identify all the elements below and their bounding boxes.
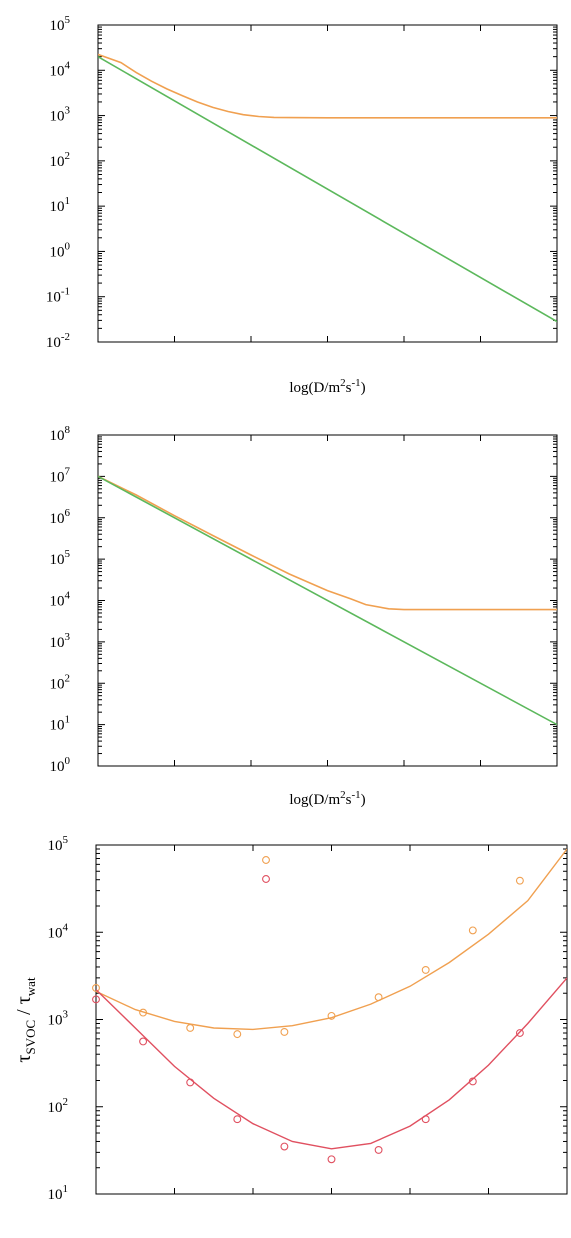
y-tick-label: 103 [48,1009,69,1029]
data-point [139,1037,148,1046]
y-axis-label: τSVOC / τwat [13,977,38,1063]
fit-curve-1 [96,977,567,1150]
legend-marker [262,856,270,864]
chart-c: 101 102 103 104 105 τSVOC / τwat [0,810,571,1238]
data-point [327,1011,336,1020]
series-line-water [98,56,557,323]
y-tick-label: 105 [50,14,71,34]
y-tick-label: 101 [50,714,71,734]
plot-frame [97,24,558,343]
chart-b: 100 101 102 103 104 105 106 107 108 log(D/m2s-1) [0,410,571,810]
data-point [92,995,100,1004]
y-tick-label: 101 [50,195,71,215]
data-point [92,983,100,992]
y-tick-label: 105 [48,834,69,854]
x-axis-label: log(D/m2s-1) [289,789,365,808]
data-point [468,926,477,935]
y-tick-label: 102 [50,672,71,692]
y-tick-label: 102 [48,1096,69,1116]
data-point [421,1115,430,1124]
y-tick-label: 104 [48,921,69,941]
chart-c-svg: 101 102 103 104 105 τSVOC / τwat [13,834,568,1203]
data-point [468,1077,477,1086]
data-point [280,1142,289,1151]
y-tick-label: 10-2 [46,331,70,351]
series-line-svoc [98,53,557,119]
y-tick-label: 103 [50,631,71,651]
legend-marker [262,875,270,883]
data-point [515,876,524,885]
data-point [515,1029,524,1037]
y-tick-label: 103 [50,105,71,125]
y-tick-label: 105 [50,548,71,568]
chart-a: 10-2 10-1 100 101 102 103 104 105 log(D/m2s-1) [0,0,571,410]
y-tick-label: 101 [48,1183,69,1203]
y-tick-label: 102 [50,150,71,170]
data-point [327,1155,336,1164]
fit-curve-0 [96,848,567,1031]
series-line-svoc [98,475,557,611]
data-point [233,1115,242,1124]
y-tick-label: 104 [50,59,71,79]
y-tick-label: 108 [50,424,71,444]
data-point [233,1030,242,1039]
data-point [280,1027,289,1036]
y-tick-label: 104 [50,590,71,610]
y-tick-label: 106 [50,507,71,527]
data-point [139,1008,148,1017]
x-axis-label: log(D/m2s-1) [289,377,365,396]
y-tick-label: 10-1 [46,286,70,306]
data-point [374,1145,383,1154]
data-point [374,993,383,1002]
chart-b-svg: 100 101 102 103 104 105 106 107 108 log(D/m2s-1) [50,424,558,808]
data-point [421,965,430,974]
series-line-water [98,475,557,726]
y-tick-label: 107 [50,465,71,485]
y-tick-label: 100 [50,755,71,775]
y-tick-label: 100 [50,240,71,260]
data-point [186,1078,195,1087]
data-point [186,1024,195,1032]
chart-a-svg: 10-2 10-1 100 101 102 103 104 105 log(D/m2s-1) [46,14,558,396]
